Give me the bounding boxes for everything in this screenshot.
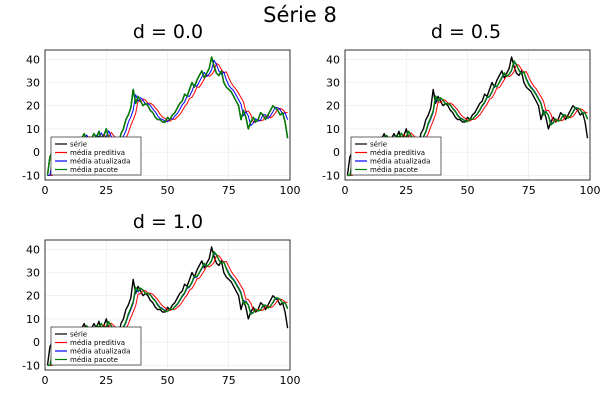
y-tick-label: 0 bbox=[33, 146, 40, 159]
x-tick-label: 75 bbox=[522, 184, 536, 197]
y-tick-label: 10 bbox=[326, 123, 340, 136]
x-tick-label: 50 bbox=[461, 184, 475, 197]
legend-entry: média preditiva bbox=[70, 339, 125, 347]
y-tick-label: 20 bbox=[26, 290, 40, 303]
x-tick-label: 50 bbox=[161, 374, 175, 387]
x-tick-label: 75 bbox=[222, 184, 236, 197]
legend-entry: média atualizada bbox=[70, 348, 130, 356]
x-tick-label: 50 bbox=[161, 184, 175, 197]
y-tick-label: 0 bbox=[333, 146, 340, 159]
legend-entry: média atualizada bbox=[370, 158, 430, 166]
y-tick-label: 30 bbox=[26, 267, 40, 280]
legend-box bbox=[50, 136, 142, 176]
x-tick-label: 0 bbox=[342, 184, 349, 197]
legend-entry: média preditiva bbox=[70, 149, 125, 157]
x-tick-label: 0 bbox=[42, 184, 49, 197]
y-tick-label: 10 bbox=[26, 123, 40, 136]
legend-entry: série bbox=[70, 331, 87, 339]
y-tick-label: 20 bbox=[326, 100, 340, 113]
x-tick-label: 100 bbox=[580, 184, 600, 197]
y-tick-label: 40 bbox=[26, 243, 40, 256]
panel-2-title: d = 0.5 bbox=[431, 21, 501, 43]
y-tick-label: 30 bbox=[26, 77, 40, 90]
series-line-3 bbox=[347, 60, 589, 177]
x-tick-label: 100 bbox=[280, 374, 301, 387]
y-tick-label: -10 bbox=[22, 359, 40, 372]
y-tick-label: 0 bbox=[33, 336, 40, 349]
legend-entry: média pacote bbox=[70, 166, 118, 174]
legend-entry: média pacote bbox=[70, 356, 118, 364]
panel-3-frame bbox=[44, 239, 291, 371]
panel-1-title: d = 0.0 bbox=[133, 21, 203, 43]
x-tick-label: 100 bbox=[280, 184, 301, 197]
legend-entry: série bbox=[370, 141, 387, 149]
y-tick-label: 40 bbox=[326, 53, 340, 66]
legend-box bbox=[350, 136, 442, 176]
legend-entry: média preditiva bbox=[370, 149, 425, 157]
x-tick-label: 0 bbox=[42, 374, 49, 387]
legend-box bbox=[50, 326, 142, 366]
legend-entry: média pacote bbox=[370, 166, 418, 174]
panel-3-title: d = 1.0 bbox=[133, 211, 203, 233]
x-tick-label: 25 bbox=[399, 184, 413, 197]
panel-1-frame bbox=[44, 49, 291, 181]
y-tick-label: 40 bbox=[26, 53, 40, 66]
legend-entry: série bbox=[70, 141, 87, 149]
x-tick-label: 25 bbox=[99, 374, 113, 387]
y-tick-label: 30 bbox=[326, 77, 340, 90]
y-tick-label: 20 bbox=[26, 100, 40, 113]
chart-title: Série 8 bbox=[263, 3, 337, 27]
legend-entry: média atualizada bbox=[70, 158, 130, 166]
series-line-2 bbox=[47, 59, 289, 176]
y-tick-label: -10 bbox=[22, 169, 40, 182]
y-tick-label: -10 bbox=[322, 169, 340, 182]
x-tick-label: 75 bbox=[222, 374, 236, 387]
y-tick-label: 10 bbox=[26, 313, 40, 326]
x-tick-label: 25 bbox=[99, 184, 113, 197]
panel-2-frame bbox=[344, 49, 591, 181]
